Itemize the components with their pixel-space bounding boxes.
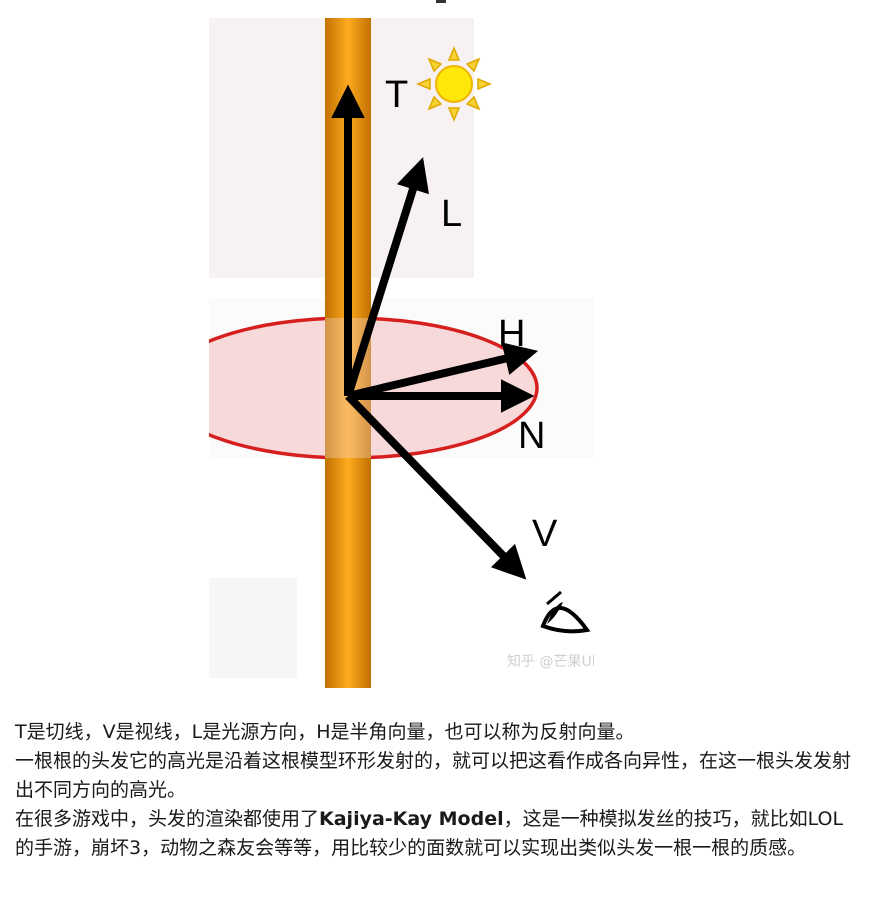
label-v: V [532,513,558,555]
watermark: 知乎 @芒果Uki [507,653,594,670]
top-mark [436,0,446,3]
caption-line-3-before: 在很多游戏中，头发的渲染都使用了 [15,808,320,830]
vector-v [345,393,527,580]
background-panel-low [209,578,297,678]
caption-line-3-after: ，这是一种模拟发丝的技巧，就比如LOL的手游，崩坏3，动物之森友会等等，用比较少… [15,808,844,859]
caption-line-1: T是切线，V是视线，L是光源方向，H是半角向量，也可以称为反射向量。 [15,721,635,743]
label-l: L [441,193,462,235]
kajiya-kay-diagram: T L H N V 知乎 @芒果Uki [209,18,594,688]
caption-model-name: Kajiya-Kay Model [319,808,504,830]
vector-h [347,342,539,400]
caption-line-2: 一根根的头发它的高光是沿着这根模型环形发射的，就可以把这看作成各向异性，在这一根… [15,750,852,801]
label-n: N [518,415,545,457]
sun-icon [416,46,492,122]
label-t: T [385,74,408,116]
eye-icon [540,590,591,634]
caption-line-3: 在很多游戏中，头发的渲染都使用了Kajiya-Kay Model，这是一种模拟发… [15,805,860,863]
label-h: H [498,313,525,355]
caption: T是切线，V是视线，L是光源方向，H是半角向量，也可以称为反射向量。 一根根的头… [15,718,860,863]
vector-l [344,157,429,398]
